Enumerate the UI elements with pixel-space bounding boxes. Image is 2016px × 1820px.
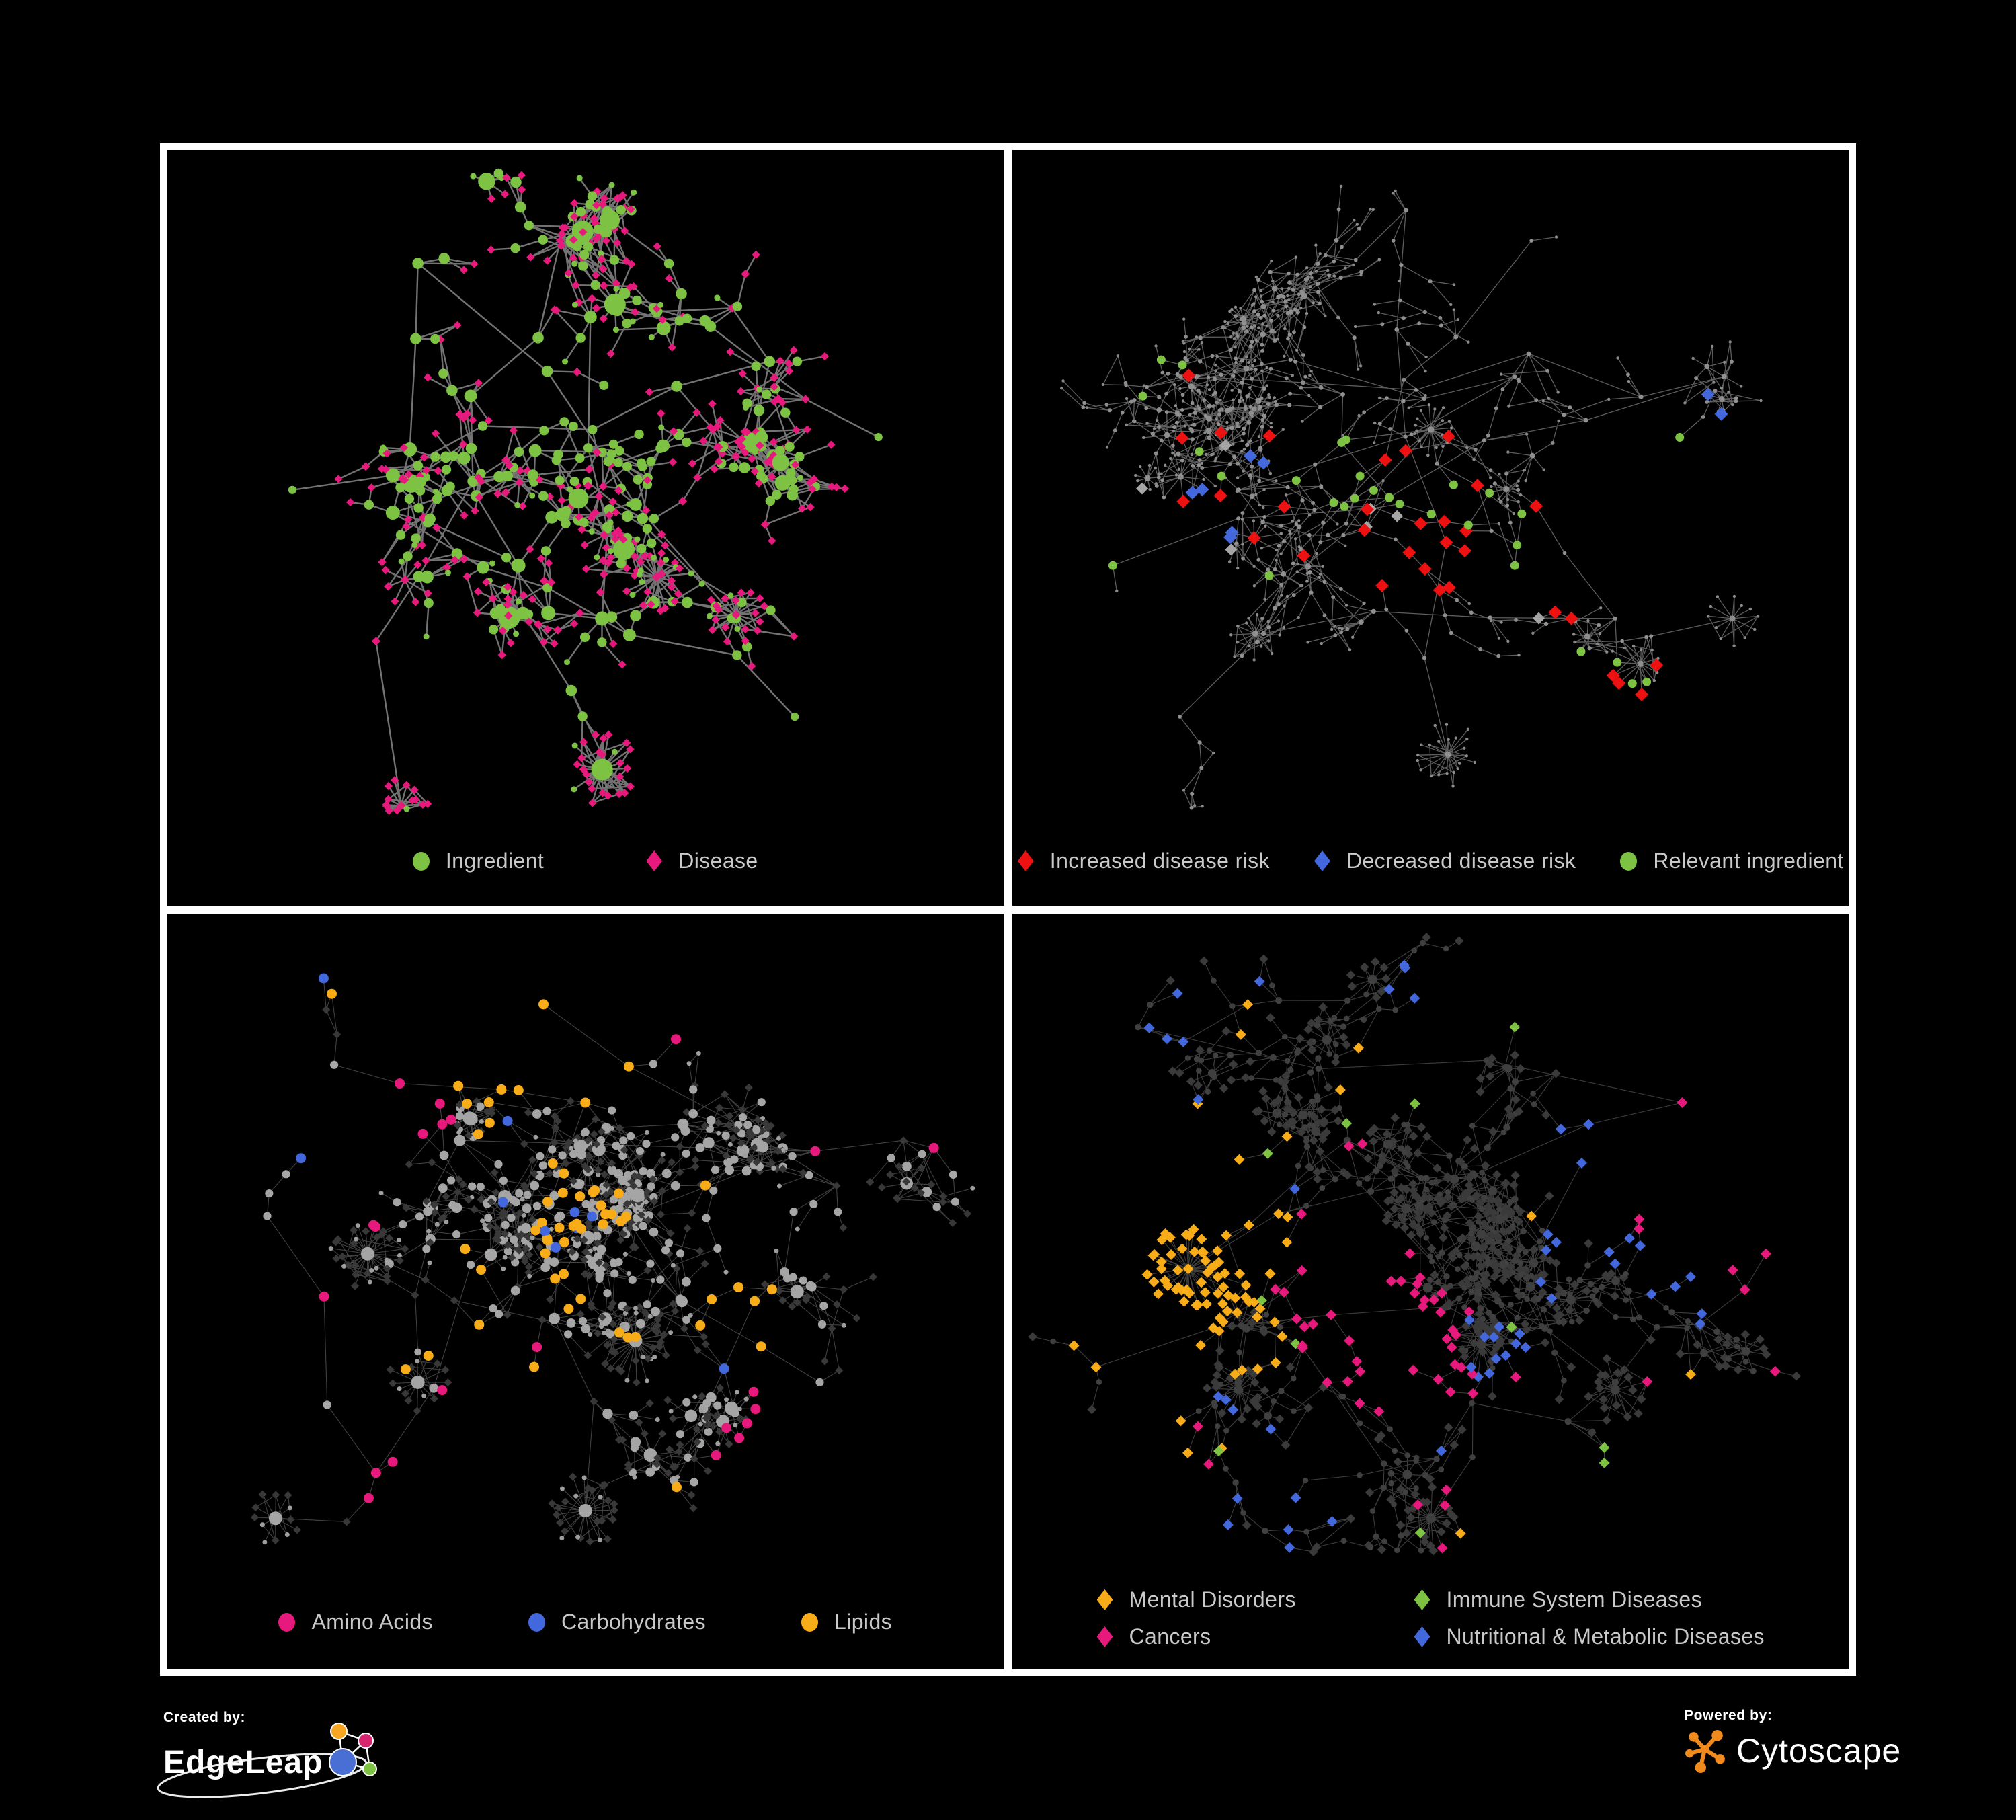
legend-circle-glyph <box>412 851 430 871</box>
legend-item-decreased-disease-risk: Decreased disease risk <box>1314 848 1576 873</box>
panel-macronutrients: Amino Acids Carbohydrates Lipids <box>167 914 1004 1669</box>
legend-item-disease: Disease <box>646 848 758 873</box>
disease-risk-network-canvas <box>1059 184 1763 810</box>
legend-label: Disease <box>678 848 758 873</box>
legend-row: Ingredient Disease <box>412 848 758 873</box>
edgeleap-logo-icon <box>329 1723 378 1776</box>
cytoscape-logo-icon <box>1685 1730 1725 1774</box>
legend-label: Cancers <box>1129 1624 1211 1649</box>
legend-item-lipids: Lipids <box>801 1610 892 1634</box>
legend-diamond-glyph <box>1096 1589 1113 1610</box>
panel-grid: Ingredient Disease Increased disease risk… <box>160 143 1856 1676</box>
edgeleap-green-node <box>362 1762 378 1776</box>
legend-circle-glyph <box>528 1612 545 1632</box>
legend-row: Amino Acids Carbohydrates Lipids <box>278 1610 892 1634</box>
legend-diamond-glyph <box>1096 1626 1113 1647</box>
disease-risk-legend: Increased disease risk Decreased disease … <box>1012 848 1850 873</box>
legend-label: Decreased disease risk <box>1346 848 1576 873</box>
legend-item-mental-disorders: Mental Disorders <box>1096 1587 1414 1612</box>
panel-ingredient-disease: Ingredient Disease <box>167 150 1004 906</box>
legend-label: Immune System Diseases <box>1446 1587 1702 1612</box>
created-by-label: Created by: <box>163 1710 246 1725</box>
legend-label: Relevant ingredient <box>1653 848 1844 873</box>
disease-category-legend: Mental Disorders Immune System Diseases Ca… <box>1012 1587 1850 1649</box>
macronutrient-legend: Amino Acids Carbohydrates Lipids <box>167 1610 1004 1634</box>
legend-label: Nutritional & Metabolic Diseases <box>1446 1624 1765 1649</box>
legend-circle-glyph <box>801 1612 819 1632</box>
legend-circle-glyph <box>278 1612 296 1632</box>
legend-item-cancers: Cancers <box>1096 1624 1414 1649</box>
powered-by-label: Powered by: <box>1684 1708 1773 1723</box>
cytoscape-credit: Powered by: Cytosc <box>1684 1708 1901 1775</box>
macronutrient-network-canvas <box>250 973 975 1546</box>
edgeleap-credit: Created by: EdgeLeap <box>157 1710 391 1798</box>
legend-item-relevant-ingredient: Relevant ingredient <box>1620 848 1843 873</box>
legend-label: Ingredient <box>445 848 545 873</box>
legend-item-amino-acids: Amino Acids <box>278 1610 433 1634</box>
legend-row: Increased disease risk Decreased disease … <box>1017 848 1844 873</box>
panel-disease-categories: Mental Disorders Immune System Diseases Ca… <box>1012 914 1850 1669</box>
ingredient-disease-network-canvas <box>288 168 883 815</box>
legend-item-ingredient: Ingredient <box>412 848 545 873</box>
legend-item-increased-disease-risk: Increased disease risk <box>1017 848 1270 873</box>
legend-circle-glyph <box>1620 851 1638 871</box>
legend-label: Increased disease risk <box>1049 848 1270 873</box>
legend-item-immune-system-diseases: Immune System Diseases <box>1414 1587 1702 1612</box>
legend-label: Amino Acids <box>311 1610 433 1634</box>
legend-row: Mental Disorders Immune System Diseases <box>1096 1587 1702 1612</box>
edgeleap-magenta-node <box>358 1733 374 1749</box>
legend-diamond-glyph <box>646 850 663 871</box>
legend-row: Cancers Nutritional & Metabolic Diseases <box>1096 1624 1765 1649</box>
edgeleap-logo: EdgeLeap <box>157 1723 391 1798</box>
legend-diamond-glyph <box>1414 1589 1430 1610</box>
panel-disease-risk: Increased disease risk Decreased disease … <box>1012 150 1850 906</box>
edgeleap-orange-node <box>330 1723 348 1740</box>
legend-item-nutritional-metabolic-diseases: Nutritional & Metabolic Diseases <box>1414 1624 1765 1649</box>
legend-diamond-glyph <box>1017 850 1034 871</box>
legend-label: Mental Disorders <box>1129 1587 1296 1612</box>
edgeleap-blue-node <box>329 1748 358 1776</box>
edgeleap-logo-text: EdgeLeap <box>163 1744 323 1780</box>
legend-label: Lipids <box>834 1610 893 1634</box>
cytoscape-logo: Cytoscape <box>1684 1727 1901 1775</box>
legend-label: Carbohydrates <box>561 1610 707 1634</box>
cytoscape-logo-text: Cytoscape <box>1736 1732 1902 1770</box>
legend-item-carbohydrates: Carbohydrates <box>528 1610 706 1634</box>
legend-diamond-glyph <box>1414 1626 1430 1647</box>
ingredient-disease-legend: Ingredient Disease <box>167 848 1004 873</box>
disease-category-network-canvas <box>1027 933 1801 1556</box>
legend-diamond-glyph <box>1314 850 1330 871</box>
